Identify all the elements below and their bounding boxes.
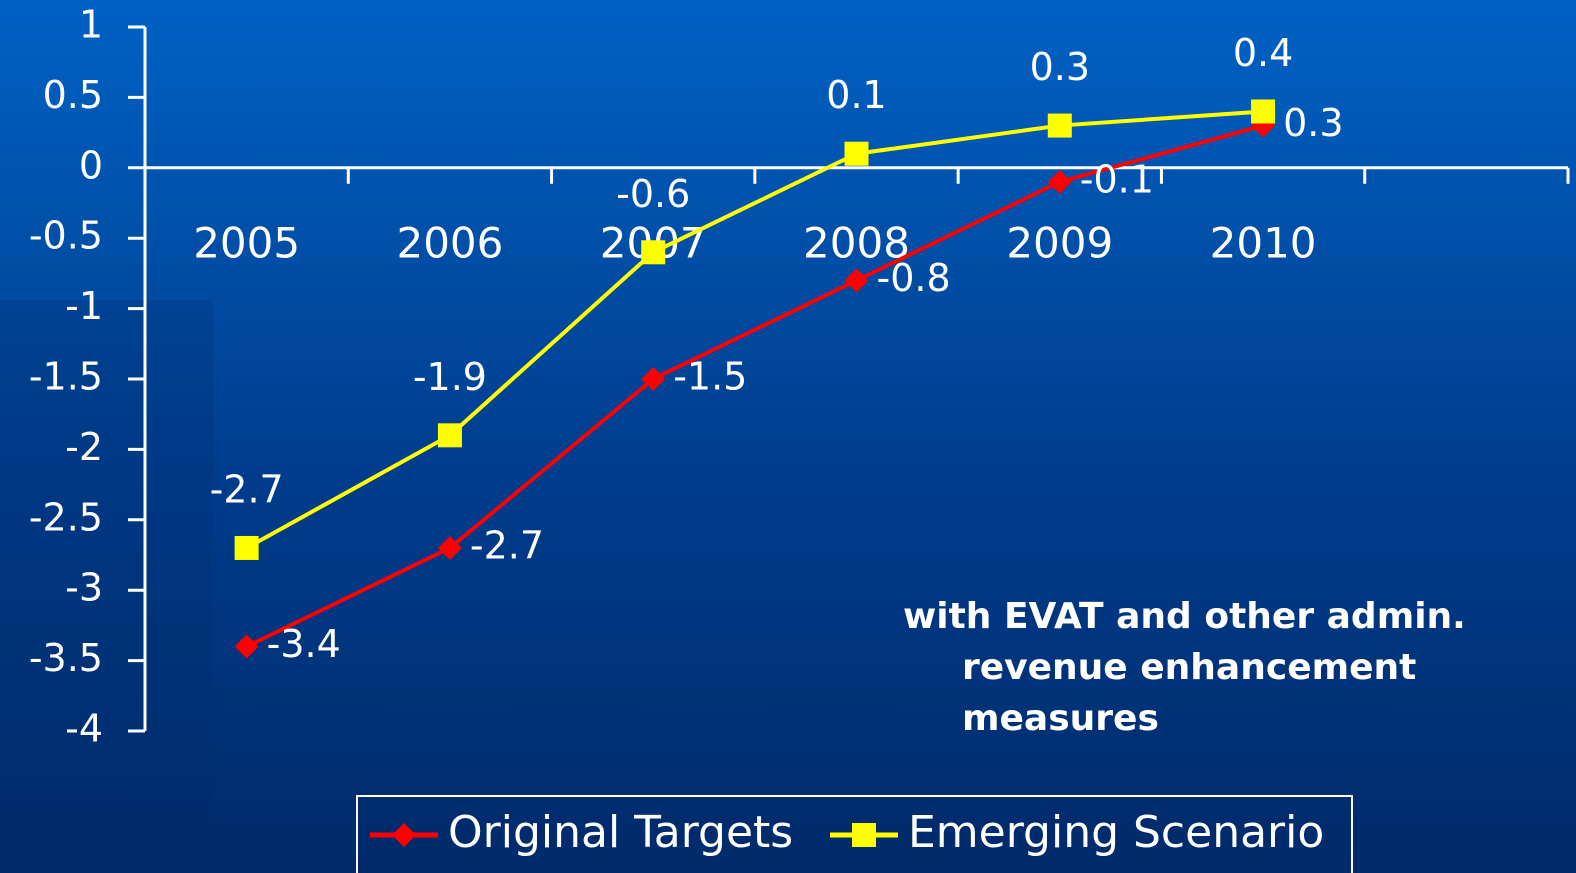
- data-point: [641, 367, 666, 391]
- x-tick-label: 2010: [1210, 219, 1317, 268]
- data-point: [234, 535, 259, 560]
- y-tick-label: -2.5: [29, 495, 103, 539]
- data-point: [844, 268, 869, 293]
- data-label: 0.3: [1030, 45, 1090, 89]
- x-tick-label: 2009: [1006, 219, 1113, 268]
- data-point: [437, 535, 462, 560]
- series-line: [245, 109, 1264, 550]
- y-tick-label: 0.5: [43, 73, 103, 117]
- y-tick-label: -3: [65, 566, 103, 610]
- legend-label: Emerging Scenario: [908, 807, 1324, 858]
- data-label: -1.9: [413, 355, 487, 399]
- legend-marker: [852, 823, 876, 847]
- data-label: -1.5: [673, 355, 747, 399]
- legend-box: [356, 795, 1353, 873]
- data-point: [844, 141, 869, 166]
- data-point: [641, 240, 666, 265]
- x-tick-label: 2005: [193, 219, 300, 268]
- y-tick-label: -3.5: [29, 636, 103, 680]
- data-label: 0.1: [826, 73, 886, 117]
- y-tick-label: 0: [79, 143, 103, 187]
- data-point: [1047, 169, 1072, 194]
- data-point: [437, 423, 462, 448]
- y-tick-label: -4: [65, 707, 103, 751]
- annotation: with EVAT and other admin.: [903, 596, 1466, 637]
- data-label: -0.6: [616, 172, 690, 216]
- series-line: [245, 123, 1264, 649]
- legend-label: Original Targets: [448, 807, 793, 858]
- background-panel: [0, 300, 213, 873]
- y-tick-label: -1: [65, 284, 103, 328]
- data-label: -0.1: [1080, 157, 1154, 201]
- annotation: measures: [962, 698, 1159, 739]
- data-label: -2.7: [470, 523, 544, 567]
- data-label: -3.4: [267, 622, 341, 666]
- y-tick-label: -1.5: [29, 355, 103, 399]
- data-label: -2.7: [210, 467, 284, 511]
- data-label: 0.3: [1283, 101, 1343, 145]
- y-tick-label: -0.5: [29, 214, 103, 258]
- y-tick-label: -2: [65, 425, 103, 469]
- x-tick-label: 2006: [396, 219, 503, 268]
- y-tick-label: 1: [79, 3, 103, 47]
- data-point: [1047, 113, 1072, 138]
- x-tick-label: 2008: [803, 219, 910, 268]
- data-point: [234, 634, 259, 659]
- legend-marker: [392, 823, 416, 847]
- data-point: [1251, 99, 1276, 124]
- data-label: -0.8: [877, 256, 951, 300]
- annotation: revenue enhancement: [962, 647, 1416, 688]
- data-label: 0.4: [1233, 31, 1293, 75]
